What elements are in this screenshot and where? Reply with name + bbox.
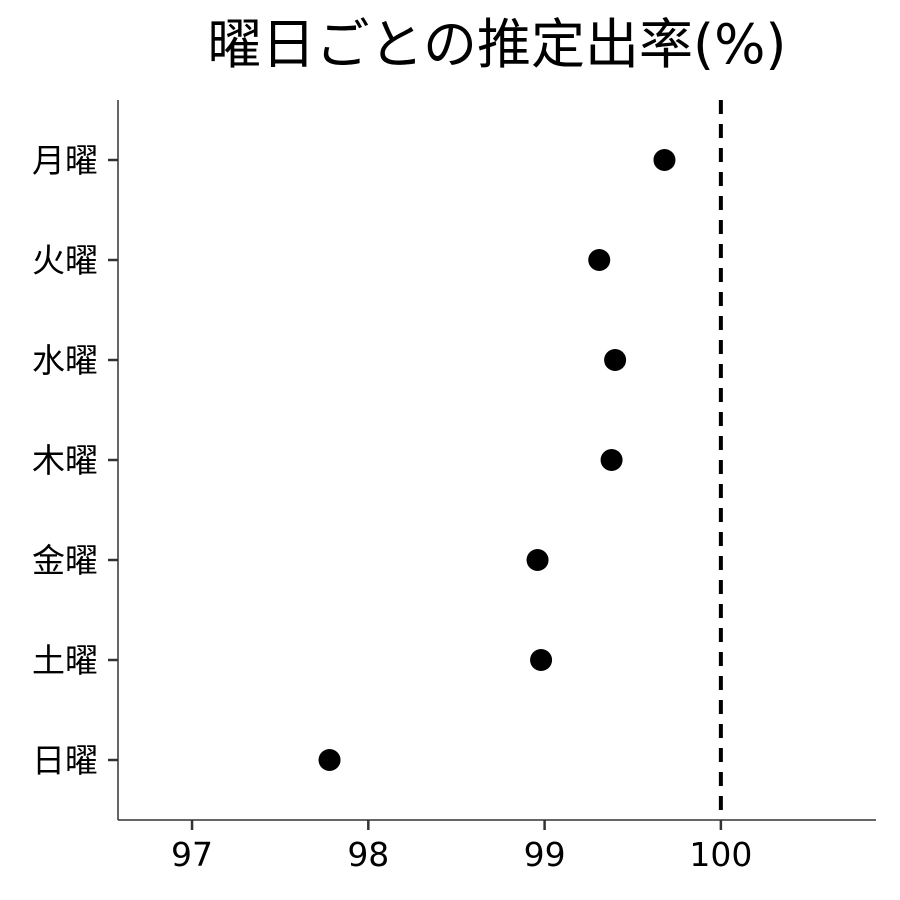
data-points: [318, 149, 676, 771]
y-tick-label: 金曜: [32, 541, 98, 580]
x-tick-label: 97: [171, 835, 213, 874]
y-tick-label: 木曜: [32, 441, 98, 480]
chart-title: 曜日ごとの推定出率(%): [208, 13, 787, 76]
data-point: [600, 449, 623, 471]
y-tick-label: 月曜: [32, 141, 98, 180]
x-tick-label: 100: [689, 835, 752, 874]
data-point: [530, 649, 553, 671]
y-tick-label: 水曜: [32, 341, 98, 380]
data-point: [604, 349, 627, 371]
data-point: [526, 549, 549, 571]
data-point: [588, 249, 611, 271]
data-point: [318, 749, 341, 771]
y-tick-label: 土曜: [32, 641, 98, 680]
data-point: [653, 149, 676, 171]
y-tick-label: 日曜: [32, 741, 98, 780]
y-tick-label: 火曜: [32, 241, 98, 280]
x-tick-label: 99: [524, 835, 566, 874]
x-tick-label: 98: [347, 835, 389, 874]
